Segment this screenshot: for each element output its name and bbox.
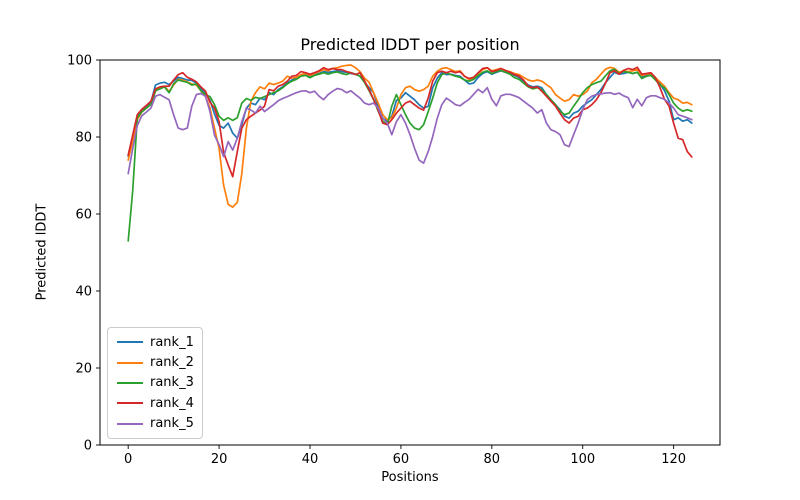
x-tick-label: 120 [661,452,686,467]
x-axis-label: Positions [381,470,439,485]
y-tick-label: 20 [75,362,92,377]
y-axis-label: Predicted lDDT [34,203,50,301]
y-tick-label: 40 [75,285,92,300]
chart-title: Predicted lDDT per position [300,35,520,54]
series-line-rank_5 [127,86,693,175]
legend-label: rank_4 [150,395,194,411]
legend-item-rank_3: rank_3 [117,375,194,391]
legend-line-swatch [117,402,143,405]
series-line-rank_1 [127,69,693,158]
x-tick-label: 60 [393,452,410,467]
legend-item-rank_2: rank_2 [117,355,194,371]
y-tick-label: 60 [75,208,92,223]
x-tick-label: 100 [570,452,595,467]
legend-label: rank_5 [150,416,194,432]
x-tick-label: 80 [484,452,501,467]
series-line-rank_4 [127,66,693,178]
legend-label: rank_3 [150,375,194,391]
legend-line-swatch [117,341,143,344]
legend-label: rank_1 [150,334,194,350]
y-tick-label: 0 [84,439,92,454]
legend-item-rank_1: rank_1 [117,334,194,350]
y-tick-label: 100 [67,54,92,69]
legend: rank_1 rank_2 rank_3 rank_4 rank_5 [107,327,203,439]
legend-line-swatch [117,361,143,364]
series-line-rank_3 [127,68,693,242]
legend-line-swatch [117,422,143,425]
x-tick-label: 20 [211,452,228,467]
y-tick-label: 80 [75,131,92,146]
legend-item-rank_4: rank_4 [117,395,194,411]
x-tick-label: 0 [124,452,132,467]
x-tick-label: 40 [302,452,319,467]
legend-item-rank_5: rank_5 [117,416,194,432]
legend-line-swatch [117,381,143,384]
axes-frame [99,59,721,446]
series-line-rank_2 [127,64,693,208]
legend-label: rank_2 [150,355,194,371]
